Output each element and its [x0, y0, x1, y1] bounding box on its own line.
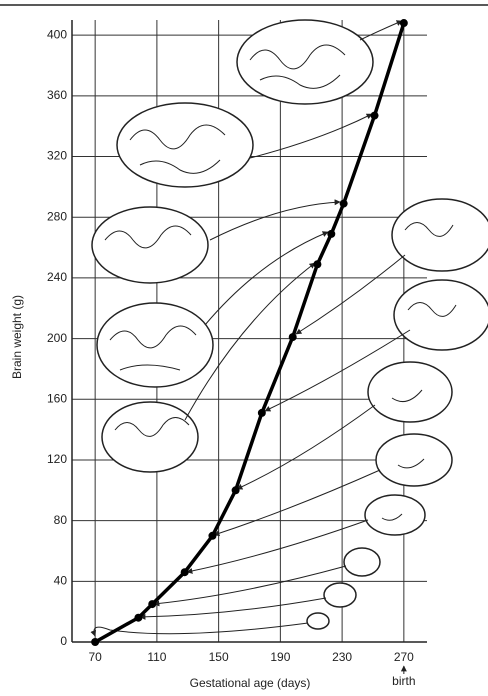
- chart: Brain weight (g) Gestational age (days) …: [0, 0, 488, 696]
- data-point: [340, 200, 348, 208]
- y-tick-label: 200: [47, 331, 67, 345]
- y-tick-label: 240: [47, 270, 67, 284]
- brain-illustrations: [92, 20, 488, 636]
- x-tick-label: 150: [209, 650, 229, 664]
- y-tick-label: 40: [54, 573, 68, 587]
- data-point: [313, 260, 321, 268]
- y-tick-label: 0: [60, 634, 67, 648]
- data-point: [400, 19, 408, 27]
- y-axis-label: Brain weight (g): [10, 295, 24, 379]
- x-tick-label: 230: [332, 650, 352, 664]
- x-tick-label: 270: [394, 650, 414, 664]
- y-tick-label: 160: [47, 391, 67, 405]
- data-point: [289, 333, 297, 341]
- x-axis-label: Gestational age (days): [190, 676, 311, 690]
- x-tick-label: 70: [88, 650, 102, 664]
- data-point: [134, 614, 142, 622]
- x-tick-label: 190: [270, 650, 290, 664]
- y-tick-label: 280: [47, 209, 67, 223]
- y-tick-label: 360: [47, 88, 67, 102]
- y-tick-label: 80: [54, 513, 68, 527]
- birth-annotation: birth: [392, 674, 415, 688]
- data-point: [327, 230, 335, 238]
- data-point: [91, 638, 99, 646]
- x-tick-label: 110: [147, 650, 166, 664]
- data-point: [258, 409, 266, 417]
- y-tick-label: 120: [47, 452, 67, 466]
- data-point: [232, 486, 240, 494]
- data-point: [371, 112, 379, 120]
- data-point: [148, 600, 156, 608]
- y-tick-label: 320: [47, 149, 67, 163]
- y-tick-label: 400: [47, 27, 67, 41]
- data-point: [208, 532, 216, 540]
- data-point: [181, 568, 189, 576]
